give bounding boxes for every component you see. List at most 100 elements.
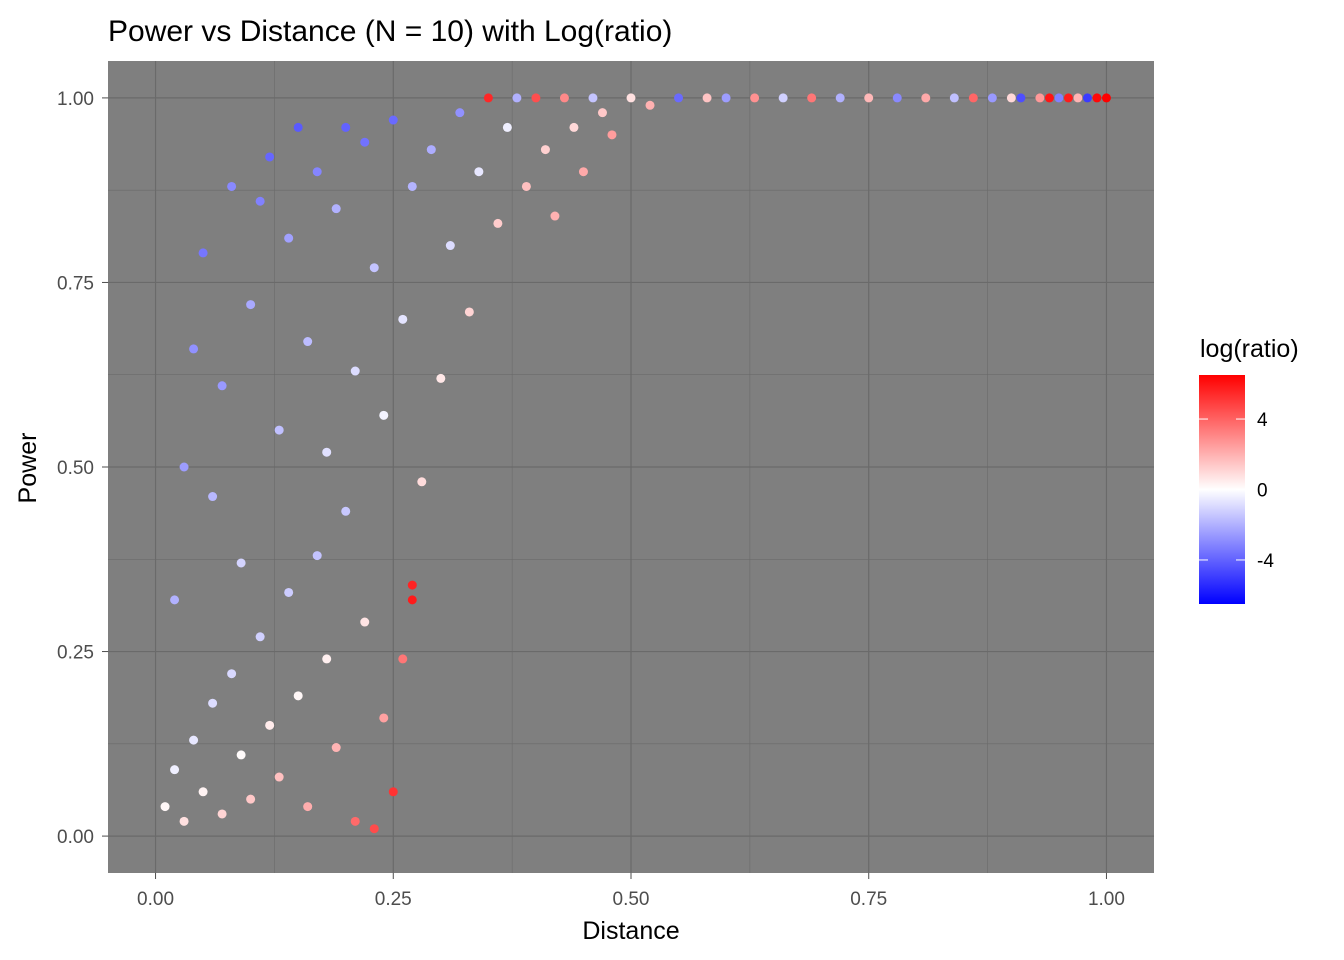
data-point — [198, 787, 208, 797]
x-axis-ticks: 0.00 0.25 0.50 0.75 1.00 — [137, 873, 1125, 910]
data-point — [350, 366, 360, 376]
data-point — [968, 93, 978, 103]
data-point — [160, 802, 170, 812]
data-point — [835, 93, 845, 103]
data-point — [921, 93, 931, 103]
data-point — [198, 248, 208, 258]
data-point — [350, 816, 360, 826]
data-point — [807, 93, 817, 103]
data-point — [559, 93, 569, 103]
legend-break-label: 4 — [1257, 410, 1268, 431]
data-point — [331, 743, 341, 753]
data-point — [274, 772, 284, 782]
data-point — [246, 300, 256, 310]
data-point — [607, 130, 617, 140]
data-point — [778, 93, 788, 103]
data-point — [588, 93, 598, 103]
data-point — [236, 750, 246, 760]
legend-break-label: -4 — [1257, 551, 1274, 572]
grid-major-lines — [108, 61, 1154, 873]
data-point — [474, 167, 484, 177]
x-tick-label: 1.00 — [1088, 889, 1125, 910]
data-point — [597, 108, 607, 118]
data-point — [521, 181, 531, 191]
data-point — [578, 167, 588, 177]
data-point — [322, 654, 332, 664]
y-axis-title: Power — [14, 433, 42, 504]
data-point — [1016, 93, 1026, 103]
data-point — [189, 344, 199, 354]
y-tick-label: 0.25 — [57, 643, 94, 664]
data-point — [1092, 93, 1102, 103]
data-points — [160, 93, 1111, 834]
x-tick-label: 0.50 — [613, 889, 650, 910]
data-point — [265, 720, 275, 730]
data-point — [493, 218, 503, 228]
data-point — [445, 241, 455, 251]
data-point — [569, 122, 579, 132]
data-point — [892, 93, 902, 103]
data-point — [1054, 93, 1064, 103]
data-point — [255, 196, 265, 206]
x-tick-label: 0.25 — [375, 889, 412, 910]
data-point — [1035, 93, 1045, 103]
data-point — [417, 477, 427, 487]
data-point — [1082, 93, 1092, 103]
y-tick-label: 1.00 — [57, 89, 94, 110]
data-point — [379, 713, 389, 723]
data-point — [170, 765, 180, 775]
data-point — [170, 595, 180, 605]
data-point — [312, 551, 322, 561]
data-point — [864, 93, 874, 103]
data-point — [540, 145, 550, 155]
data-point — [227, 669, 237, 679]
data-point — [341, 122, 351, 132]
data-point — [379, 410, 389, 420]
data-point — [674, 93, 684, 103]
data-point — [388, 115, 398, 125]
data-point — [208, 492, 218, 502]
data-point — [312, 167, 322, 177]
data-point — [360, 617, 370, 627]
y-tick-label: 0.50 — [57, 458, 94, 479]
data-point — [407, 181, 417, 191]
data-point — [227, 181, 237, 191]
data-point — [1073, 93, 1083, 103]
data-point — [531, 93, 541, 103]
data-point — [189, 735, 199, 745]
data-point — [293, 122, 303, 132]
data-point — [369, 824, 379, 834]
data-point — [331, 204, 341, 214]
data-point — [217, 809, 227, 819]
data-point — [702, 93, 712, 103]
legend-title: log(ratio) — [1200, 335, 1299, 363]
data-point — [341, 506, 351, 516]
data-point — [721, 93, 731, 103]
y-tick-label: 0.00 — [57, 827, 94, 848]
data-point — [502, 122, 512, 132]
legend-break-label: 0 — [1257, 481, 1268, 502]
data-point — [512, 93, 522, 103]
data-point — [1044, 93, 1054, 103]
data-point — [750, 93, 760, 103]
data-point — [322, 447, 332, 457]
data-point — [407, 580, 417, 590]
data-point — [455, 108, 465, 118]
data-point — [255, 632, 265, 642]
chart-title: Power vs Distance (N = 10) with Log(rati… — [108, 15, 672, 48]
data-point — [1101, 93, 1111, 103]
data-point — [483, 93, 493, 103]
data-point — [265, 152, 275, 162]
legend-breaks: 4 0 -4 — [1199, 410, 1274, 572]
data-point — [388, 787, 398, 797]
data-point — [369, 263, 379, 273]
data-point — [284, 587, 294, 597]
data-point — [407, 595, 417, 605]
data-point — [626, 93, 636, 103]
data-point — [293, 691, 303, 701]
data-point — [217, 381, 227, 391]
x-tick-label: 0.00 — [137, 889, 174, 910]
data-point — [398, 654, 408, 664]
data-point — [464, 307, 474, 317]
